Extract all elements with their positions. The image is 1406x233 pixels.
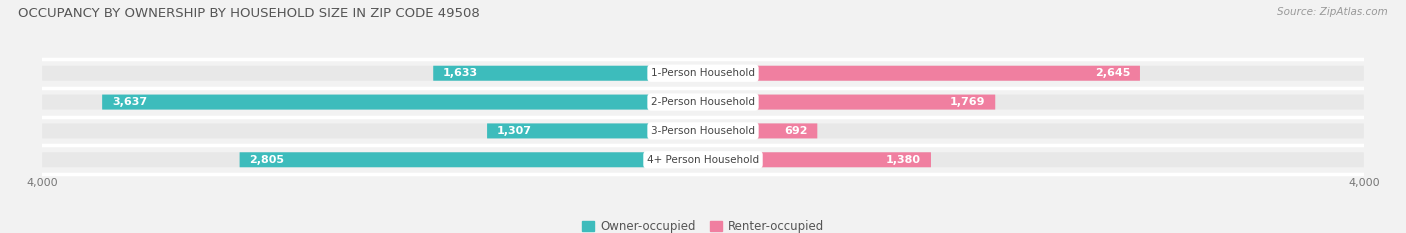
Text: Source: ZipAtlas.com: Source: ZipAtlas.com — [1277, 7, 1388, 17]
FancyBboxPatch shape — [42, 123, 1364, 138]
FancyBboxPatch shape — [42, 152, 1364, 167]
Text: 2-Person Household: 2-Person Household — [651, 97, 755, 107]
FancyBboxPatch shape — [703, 123, 817, 138]
FancyBboxPatch shape — [42, 66, 1364, 81]
FancyBboxPatch shape — [486, 123, 703, 138]
FancyBboxPatch shape — [703, 95, 995, 110]
Text: 1,633: 1,633 — [443, 68, 478, 78]
Text: 1,307: 1,307 — [496, 126, 531, 136]
Text: 1-Person Household: 1-Person Household — [651, 68, 755, 78]
FancyBboxPatch shape — [703, 66, 1140, 81]
Text: 2,805: 2,805 — [249, 155, 284, 165]
Text: 1,769: 1,769 — [950, 97, 986, 107]
FancyBboxPatch shape — [103, 95, 703, 110]
Text: 692: 692 — [785, 126, 807, 136]
Text: 4+ Person Household: 4+ Person Household — [647, 155, 759, 165]
Legend: Owner-occupied, Renter-occupied: Owner-occupied, Renter-occupied — [578, 215, 828, 233]
Text: 3,637: 3,637 — [112, 97, 148, 107]
Text: OCCUPANCY BY OWNERSHIP BY HOUSEHOLD SIZE IN ZIP CODE 49508: OCCUPANCY BY OWNERSHIP BY HOUSEHOLD SIZE… — [18, 7, 479, 20]
FancyBboxPatch shape — [433, 66, 703, 81]
Text: 1,380: 1,380 — [886, 155, 921, 165]
FancyBboxPatch shape — [42, 95, 1364, 110]
Text: 3-Person Household: 3-Person Household — [651, 126, 755, 136]
FancyBboxPatch shape — [703, 152, 931, 167]
FancyBboxPatch shape — [239, 152, 703, 167]
Text: 2,645: 2,645 — [1095, 68, 1130, 78]
